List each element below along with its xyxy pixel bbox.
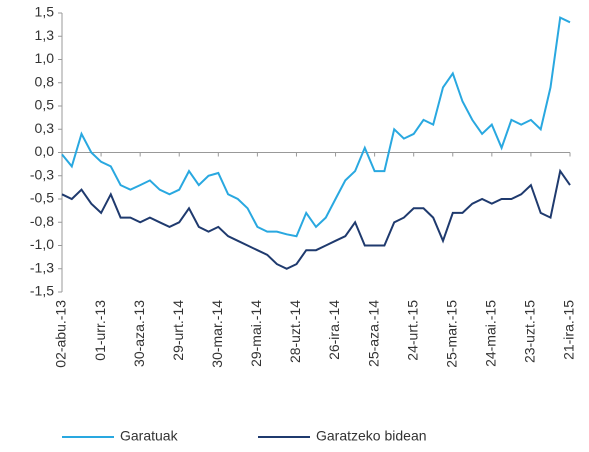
y-tick-label: 0,0: [35, 143, 55, 159]
x-tick-label: 29-urt.-14: [170, 300, 186, 361]
y-tick-label: 0,5: [35, 97, 55, 113]
x-tick-label: 24-urt.-15: [404, 300, 420, 361]
legend-label: Garatuak: [120, 428, 179, 444]
legend-label: Garatzeko bidean: [316, 428, 427, 444]
x-tick-label: 25-mar.-15: [443, 300, 459, 368]
x-tick-label: 24-mai.-15: [483, 300, 499, 367]
x-tick-label: 26-ira.-14: [326, 300, 342, 360]
x-tick-label: 23-uzt.-15: [522, 300, 538, 363]
x-tick-label: 30-aza.-13: [131, 300, 147, 367]
y-tick-label: 0,3: [35, 120, 55, 136]
y-tick-label: -0,3: [30, 166, 54, 182]
y-tick-label: 1,5: [35, 4, 55, 20]
x-tick-label: 01-urr.-13: [92, 300, 108, 361]
y-tick-label: -1,3: [30, 259, 54, 275]
x-tick-label: 28-uzt.-14: [287, 300, 303, 363]
series-line: [61, 16, 571, 238]
x-tick-label: 02-abu.-13: [53, 300, 69, 368]
x-tick-label: 29-mai.-14: [248, 300, 264, 367]
y-tick-label: -1,0: [30, 236, 54, 252]
x-tick-label: 25-aza.-14: [365, 300, 381, 367]
y-tick-label: -0,5: [30, 190, 54, 206]
series-line: [61, 168, 571, 270]
y-tick-label: 1,0: [35, 50, 55, 66]
y-tick-label: 1,3: [35, 27, 55, 43]
x-tick-label: 30-mar.-14: [209, 300, 225, 368]
y-tick-label: -0,8: [30, 213, 54, 229]
y-tick-label: -1,5: [30, 283, 54, 299]
y-tick-label: 0,8: [35, 73, 55, 89]
x-tick-label: 21-ira.-15: [561, 300, 577, 360]
